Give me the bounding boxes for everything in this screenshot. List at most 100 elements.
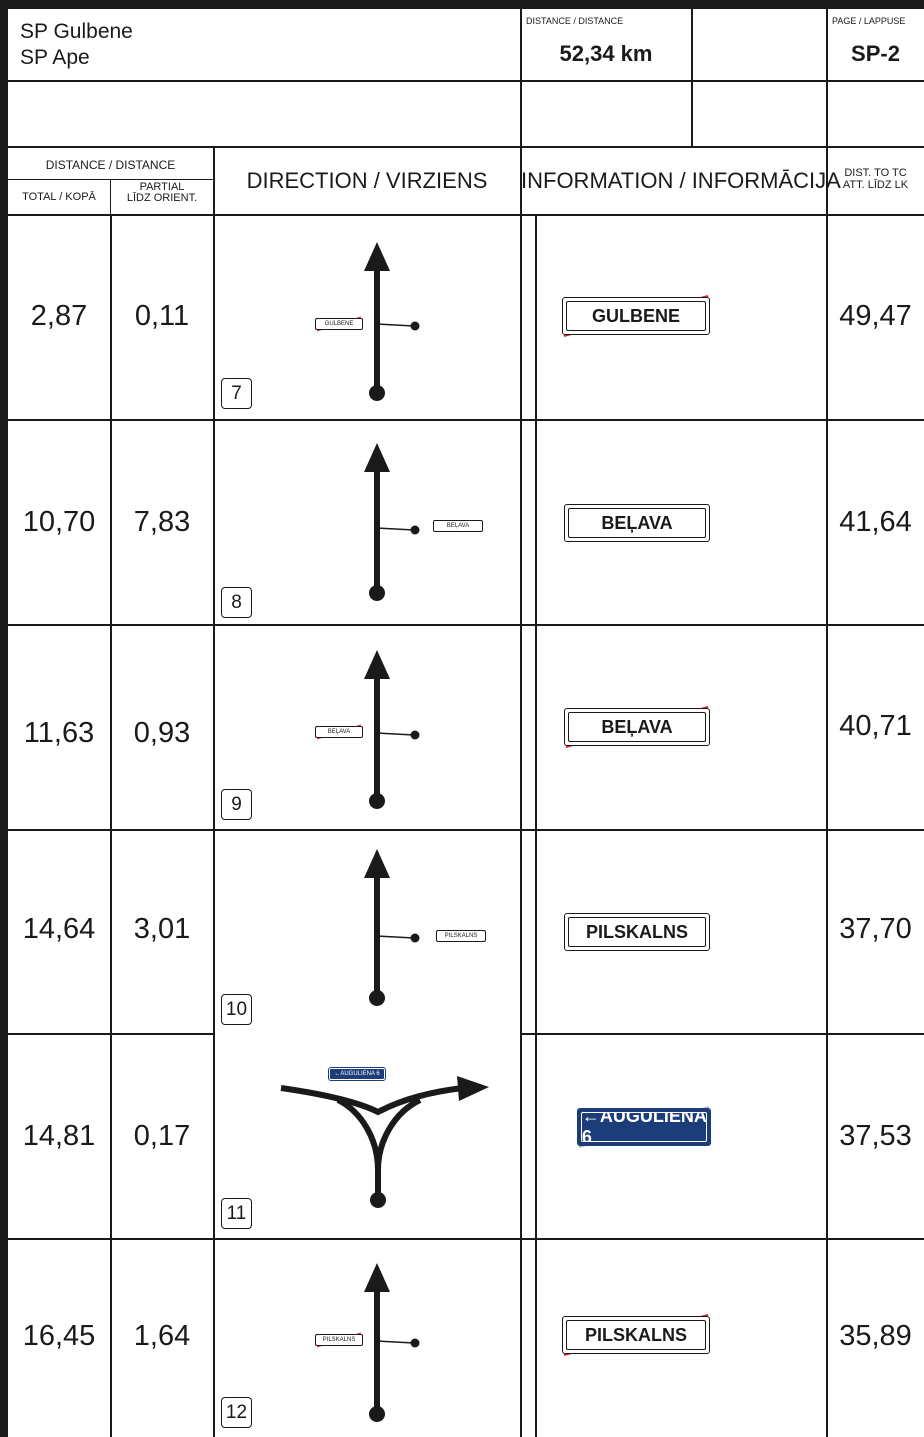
total-distance: 2,87 bbox=[30, 300, 88, 332]
start-dot bbox=[369, 990, 385, 1006]
distance-to-tc: 37,53 bbox=[839, 1120, 912, 1152]
distance-column-header: DISTANCE / DISTANCE bbox=[45, 158, 176, 172]
row-divider bbox=[0, 419, 924, 421]
step-number: 12 bbox=[221, 1397, 252, 1428]
landmark-dot bbox=[410, 730, 420, 740]
info-sign: PILSKALNS bbox=[564, 913, 710, 951]
direction-arrow bbox=[364, 443, 390, 472]
landmark-dot bbox=[410, 525, 420, 535]
total-distance: 11,63 bbox=[23, 717, 95, 749]
start-dot bbox=[369, 585, 385, 601]
side-road bbox=[376, 1340, 415, 1344]
total-column-header: TOTAL / KOPĀ bbox=[22, 191, 96, 203]
landmark-dot bbox=[410, 933, 420, 943]
grid-line bbox=[520, 9, 522, 1437]
distance-to-tc: 41,64 bbox=[839, 506, 912, 538]
row-divider bbox=[0, 829, 924, 831]
info-sign: ←AUGULIENA 6 bbox=[577, 1108, 711, 1146]
direction-arrow bbox=[457, 1076, 489, 1101]
mini-sign: ←AUGULIENA 6 bbox=[328, 1067, 386, 1081]
top-border bbox=[0, 0, 924, 9]
start-dot bbox=[369, 1406, 385, 1422]
sign-text: BEĻAVA bbox=[568, 712, 706, 742]
route-path bbox=[336, 1097, 422, 1200]
direction-arrow bbox=[364, 849, 390, 878]
crossing-road bbox=[280, 1085, 464, 1116]
row-divider bbox=[0, 1033, 213, 1035]
route-end: SP Ape bbox=[20, 46, 90, 69]
sign-text: GULBENE bbox=[566, 301, 706, 331]
partial-distance: 0,11 bbox=[134, 300, 190, 332]
step-number: 9 bbox=[221, 789, 252, 820]
grid-line bbox=[213, 146, 215, 1437]
info-sign: BEĻAVA bbox=[564, 708, 710, 746]
grid-line bbox=[0, 146, 924, 148]
information-column-header: INFORMATION / INFORMĀCIJA bbox=[521, 168, 841, 193]
grid-line bbox=[110, 214, 112, 1437]
direction-column-header: DIRECTION / VIRZIENS bbox=[246, 168, 488, 193]
total-distance: 10,70 bbox=[22, 506, 96, 538]
mini-sign: BEĻAVA bbox=[433, 520, 483, 532]
partial-distance: 7,83 bbox=[133, 506, 191, 538]
total-distance: 14,64 bbox=[22, 913, 96, 945]
partial-distance: 0,17 bbox=[133, 1120, 191, 1152]
distance-to-tc: 37,70 bbox=[839, 913, 912, 945]
dist-tc-header-line2: ATT. LĪDZ LK bbox=[842, 179, 909, 191]
total-distance: 14,81 bbox=[22, 1120, 96, 1152]
start-dot bbox=[369, 385, 385, 401]
dist-tc-column-header: DIST. TO TC ATT. LĪDZ LK bbox=[827, 167, 924, 191]
distance-to-tc: 35,89 bbox=[839, 1320, 912, 1352]
sign-text: ←AUGULIENA 6 bbox=[581, 1112, 707, 1142]
distance-to-tc: 40,71 bbox=[839, 710, 912, 742]
info-sign: BEĻAVA bbox=[564, 504, 710, 542]
total-distance: 16,45 bbox=[22, 1320, 96, 1352]
page-value: SP-2 bbox=[851, 41, 900, 66]
step-number: 8 bbox=[221, 587, 252, 618]
sign-text: PILSKALNS bbox=[568, 917, 706, 947]
partial-header-line2: LĪDZ ORIENT. bbox=[126, 192, 198, 204]
grid-line bbox=[0, 214, 924, 216]
start-dot bbox=[369, 793, 385, 809]
partial-distance: 3,01 bbox=[133, 913, 191, 945]
partial-distance: 0,93 bbox=[133, 717, 191, 749]
step-number: 10 bbox=[221, 994, 252, 1025]
grid-line bbox=[0, 179, 214, 180]
dist-tc-header-line1: DIST. TO TC bbox=[844, 167, 907, 179]
side-road bbox=[376, 935, 415, 939]
grid-line bbox=[535, 214, 537, 1437]
start-dot bbox=[370, 1192, 386, 1208]
info-sign: PILSKALNS bbox=[562, 1316, 710, 1354]
mini-sign: GULBENE bbox=[315, 318, 363, 330]
step-number: 7 bbox=[221, 378, 252, 409]
side-road bbox=[376, 527, 415, 531]
row-divider bbox=[0, 624, 924, 626]
partial-header-line1: PARTIAL bbox=[139, 181, 185, 193]
grid-line bbox=[691, 9, 693, 146]
grid-line bbox=[0, 80, 924, 82]
distance-value: 52,34 km bbox=[559, 41, 653, 66]
sign-text: BEĻAVA bbox=[568, 508, 706, 538]
mini-sign: BEĻAVA bbox=[315, 726, 363, 738]
step-number: 11 bbox=[221, 1198, 252, 1229]
side-road bbox=[376, 323, 415, 327]
row-divider bbox=[0, 1238, 924, 1240]
row-divider bbox=[520, 1033, 924, 1035]
distance-to-tc: 49,47 bbox=[839, 300, 912, 332]
mini-sign: PILSKALNS bbox=[436, 930, 486, 942]
side-road bbox=[376, 732, 415, 736]
sign-text: PILSKALNS bbox=[566, 1320, 706, 1350]
distance-label: DISTANCE / DISTANCE bbox=[526, 16, 624, 26]
page-label: PAGE / LAPPUSE bbox=[832, 16, 906, 26]
landmark-dot bbox=[410, 321, 420, 331]
landmark-dot bbox=[410, 1338, 420, 1348]
info-sign: GULBENE bbox=[562, 297, 710, 335]
grid-line bbox=[826, 9, 828, 1437]
mini-sign: PILSKALNS bbox=[315, 1334, 363, 1346]
direction-arrow bbox=[364, 242, 390, 271]
left-border bbox=[0, 0, 8, 1437]
grid-line bbox=[110, 179, 111, 214]
direction-arrow bbox=[364, 650, 390, 679]
partial-distance: 1,64 bbox=[133, 1320, 191, 1352]
route-start: SP Gulbene bbox=[20, 20, 133, 43]
partial-column-header: PARTIAL LĪDZ ORIENT. bbox=[111, 182, 213, 204]
